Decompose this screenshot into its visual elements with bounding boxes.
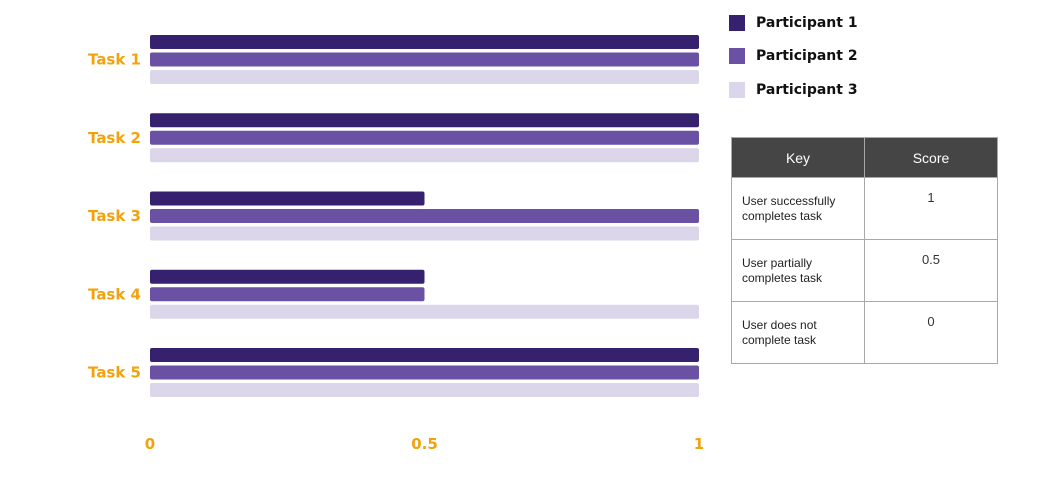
category-label-task-1: Task 1: [88, 51, 141, 69]
bar-task-1-participant-1: [150, 35, 699, 49]
key-cell: User partially completes task: [731, 239, 865, 302]
legend-label: Participant 3: [756, 81, 858, 98]
bar-task-5-participant-3: [150, 383, 699, 397]
category-label-task-3: Task 3: [88, 207, 141, 225]
bar-task-3-participant-3: [150, 226, 699, 241]
x-tick-label: 0.5: [411, 435, 438, 453]
category-label-task-4: Task 4: [88, 285, 141, 303]
key-cell: User successfully completes task: [731, 177, 865, 240]
x-tick-label: 0: [145, 435, 155, 453]
bar-task-1-participant-3: [150, 70, 699, 84]
score-column-header: Score: [864, 137, 998, 178]
bar-task-5-participant-1: [150, 348, 699, 362]
bar-task-3-participant-1: [150, 191, 425, 206]
table-row: User successfully completes task 1: [731, 177, 998, 240]
bar-task-4-participant-2: [150, 287, 425, 302]
legend-item-participant-1: Participant 1: [729, 6, 858, 40]
chart-legend: Participant 1 Participant 2 Participant …: [729, 6, 858, 107]
bar-task-5-participant-2: [150, 365, 699, 380]
bar-task-2-participant-2: [150, 130, 699, 145]
table-row: User does not complete task 0: [731, 301, 998, 364]
bar-chart: Task 1 Task 2 Task 3 Task 4 Task 5 0 0.5 1: [88, 35, 704, 453]
bar-task-1-participant-2: [150, 52, 699, 67]
bar-task-4-participant-1: [150, 269, 425, 284]
legend-label: Participant 2: [756, 48, 858, 65]
score-cell: 0.5: [864, 239, 998, 302]
legend-label: Participant 1: [756, 14, 858, 31]
legend-swatch-participant-3: [729, 81, 745, 98]
category-label-task-2: Task 2: [88, 129, 141, 147]
key-column-header: Key: [731, 137, 865, 178]
table-header-row: Key Score: [731, 137, 998, 178]
bar-task-2-participant-3: [150, 148, 699, 163]
bar-task-4-participant-3: [150, 304, 699, 319]
legend-swatch-participant-1: [729, 14, 745, 31]
bar-task-2-participant-1: [150, 113, 699, 128]
table-row: User partially completes task 0.5: [731, 239, 998, 302]
legend-item-participant-3: Participant 3: [729, 73, 858, 107]
score-cell: 0: [864, 301, 998, 364]
bar-task-3-participant-2: [150, 209, 699, 223]
score-key-table: Key Score User successfully completes ta…: [731, 137, 998, 364]
category-label-task-5: Task 5: [88, 364, 141, 382]
score-cell: 1: [864, 177, 998, 240]
key-cell: User does not complete task: [731, 301, 865, 364]
legend-swatch-participant-2: [729, 48, 745, 65]
x-tick-label: 1: [694, 435, 704, 453]
legend-item-participant-2: Participant 2: [729, 40, 858, 74]
